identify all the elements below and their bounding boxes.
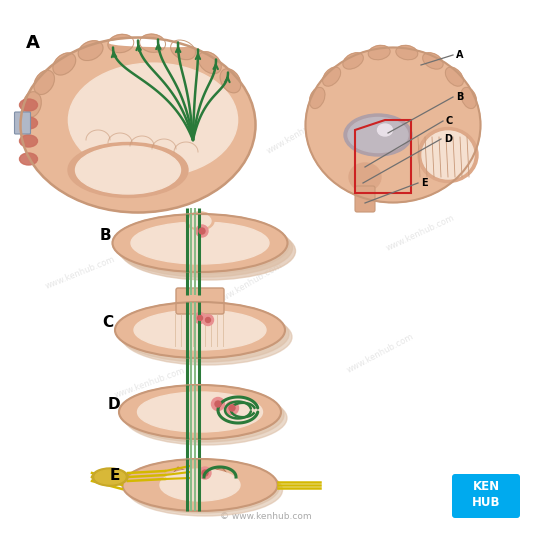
Ellipse shape xyxy=(446,67,463,86)
Text: B: B xyxy=(100,228,111,243)
Ellipse shape xyxy=(109,38,227,46)
Text: B: B xyxy=(456,92,463,102)
Ellipse shape xyxy=(186,212,214,230)
Text: www.kenhub.com: www.kenhub.com xyxy=(384,213,456,253)
Ellipse shape xyxy=(203,314,214,326)
Text: A: A xyxy=(456,50,464,60)
Ellipse shape xyxy=(131,222,269,264)
Ellipse shape xyxy=(310,87,325,109)
Text: E: E xyxy=(110,468,120,483)
Ellipse shape xyxy=(422,131,474,179)
Text: E: E xyxy=(421,178,427,188)
Ellipse shape xyxy=(212,398,224,410)
Ellipse shape xyxy=(229,405,235,411)
Ellipse shape xyxy=(127,464,282,516)
Ellipse shape xyxy=(206,318,211,322)
Text: www.kenhub.com: www.kenhub.com xyxy=(44,255,116,291)
Ellipse shape xyxy=(215,401,221,407)
Ellipse shape xyxy=(76,146,181,194)
Ellipse shape xyxy=(198,52,221,74)
Ellipse shape xyxy=(112,214,287,272)
Text: www.kenhub.com: www.kenhub.com xyxy=(145,151,215,195)
Ellipse shape xyxy=(22,92,41,117)
Ellipse shape xyxy=(305,47,481,203)
Polygon shape xyxy=(168,467,232,497)
Text: D: D xyxy=(108,397,120,412)
Ellipse shape xyxy=(199,228,205,234)
Ellipse shape xyxy=(34,70,54,94)
Ellipse shape xyxy=(202,470,208,476)
Ellipse shape xyxy=(125,461,279,513)
Ellipse shape xyxy=(160,469,240,501)
Ellipse shape xyxy=(108,35,134,53)
Text: KEN: KEN xyxy=(472,481,499,494)
Text: © www.kenhub.com: © www.kenhub.com xyxy=(220,512,312,521)
Ellipse shape xyxy=(120,222,295,280)
Ellipse shape xyxy=(140,34,166,52)
Ellipse shape xyxy=(53,53,76,75)
Ellipse shape xyxy=(115,302,285,358)
Ellipse shape xyxy=(344,114,412,156)
Ellipse shape xyxy=(92,468,128,486)
Ellipse shape xyxy=(396,45,418,60)
FancyBboxPatch shape xyxy=(355,186,375,212)
Ellipse shape xyxy=(20,153,37,165)
Ellipse shape xyxy=(125,391,287,445)
Text: C: C xyxy=(102,315,113,330)
Ellipse shape xyxy=(461,87,477,109)
Ellipse shape xyxy=(343,53,364,69)
Ellipse shape xyxy=(199,467,211,479)
FancyBboxPatch shape xyxy=(176,288,224,314)
Ellipse shape xyxy=(122,309,292,365)
Text: www.kenhub.com: www.kenhub.com xyxy=(114,366,187,400)
Text: www.kenhub.com: www.kenhub.com xyxy=(25,83,95,123)
FancyBboxPatch shape xyxy=(452,474,520,518)
Text: A: A xyxy=(26,34,39,52)
Ellipse shape xyxy=(119,385,281,439)
Text: HUB: HUB xyxy=(472,497,500,510)
Ellipse shape xyxy=(122,388,284,442)
Ellipse shape xyxy=(20,117,37,129)
Ellipse shape xyxy=(189,214,211,228)
Ellipse shape xyxy=(20,99,37,111)
Ellipse shape xyxy=(198,316,203,320)
Ellipse shape xyxy=(322,67,341,86)
Ellipse shape xyxy=(117,219,293,277)
FancyBboxPatch shape xyxy=(14,112,30,134)
Ellipse shape xyxy=(123,459,278,511)
Text: D: D xyxy=(444,134,452,144)
Ellipse shape xyxy=(348,117,408,152)
Ellipse shape xyxy=(68,142,188,198)
Ellipse shape xyxy=(418,127,478,182)
Text: www.kenhub.com: www.kenhub.com xyxy=(215,261,285,305)
Ellipse shape xyxy=(134,310,266,350)
Ellipse shape xyxy=(368,45,390,60)
Ellipse shape xyxy=(423,53,443,69)
Ellipse shape xyxy=(225,401,238,415)
Ellipse shape xyxy=(171,40,196,60)
Ellipse shape xyxy=(196,225,208,237)
Ellipse shape xyxy=(195,312,206,324)
Ellipse shape xyxy=(68,63,238,177)
Ellipse shape xyxy=(20,135,37,147)
Text: www.kenhub.com: www.kenhub.com xyxy=(345,332,415,374)
Ellipse shape xyxy=(220,69,241,93)
Ellipse shape xyxy=(78,41,103,61)
Text: www.kenhub.com: www.kenhub.com xyxy=(265,110,334,156)
Text: C: C xyxy=(446,116,453,126)
Ellipse shape xyxy=(119,306,289,362)
Ellipse shape xyxy=(20,37,255,213)
Ellipse shape xyxy=(95,470,125,484)
Ellipse shape xyxy=(377,124,392,136)
Ellipse shape xyxy=(349,163,381,191)
Ellipse shape xyxy=(115,216,289,274)
Ellipse shape xyxy=(43,111,243,155)
Ellipse shape xyxy=(138,392,262,432)
